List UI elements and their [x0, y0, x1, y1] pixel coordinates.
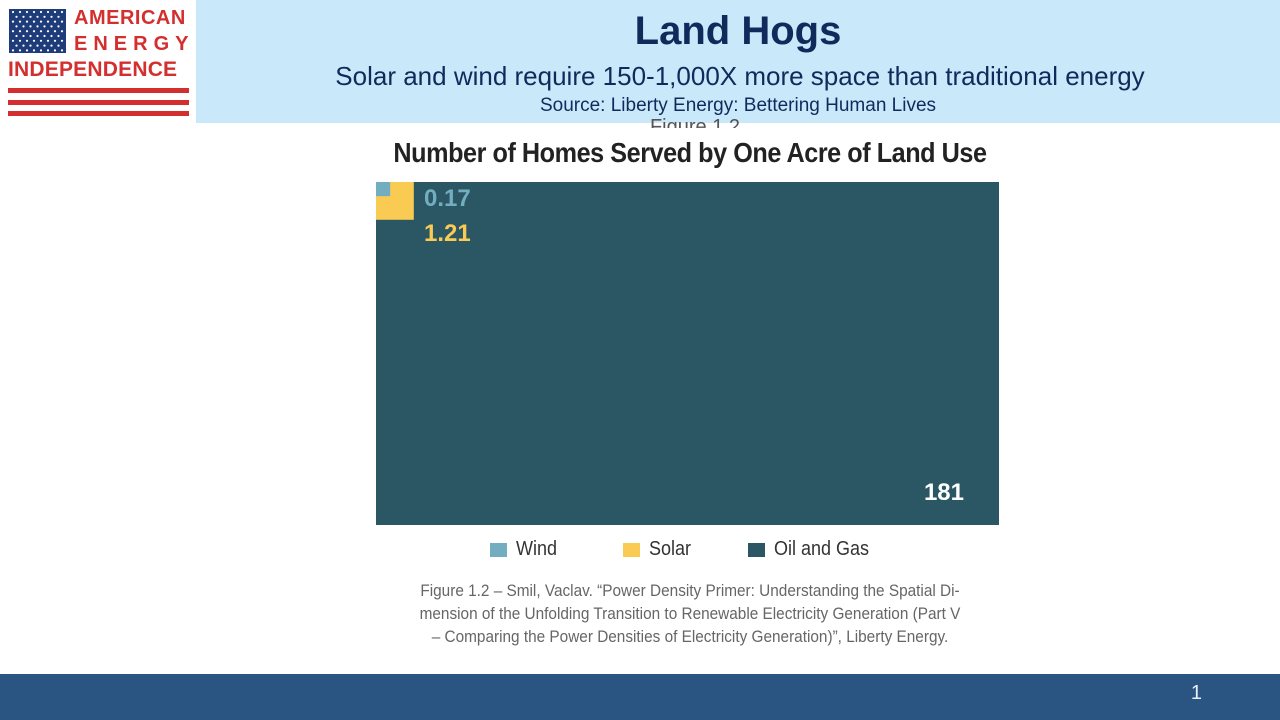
- company-logo: AMERICAN ENERGY INDEPENDENCE: [0, 0, 196, 122]
- legend-swatch-solar: [623, 542, 640, 557]
- value-label-wind: 0.17: [424, 185, 471, 212]
- slide-title: Land Hogs: [634, 9, 842, 53]
- logo-text-american: AMERICAN: [74, 7, 186, 29]
- area-comparison-chart: 0.17 1.21 181: [376, 182, 999, 525]
- figure-label: Figure 1.2: [620, 108, 770, 128]
- legend-label-solar: Solar: [649, 538, 692, 560]
- value-label-oil-and-gas: 181: [924, 479, 964, 506]
- page-number: 1: [1190, 682, 1202, 704]
- area-oil-and-gas: [376, 182, 999, 525]
- chart-title: Number of Homes Served by One Acre of La…: [393, 137, 987, 168]
- caption-line: – Comparing the Power Densities of Elect…: [431, 628, 949, 646]
- slide-subtitle: Solar and wind require 150-1,000X more s…: [335, 61, 1145, 91]
- legend-label-wind: Wind: [516, 538, 558, 560]
- logo-stripe: [8, 100, 189, 105]
- legend-item-wind: Wind: [490, 538, 562, 561]
- caption-line: Figure 1.2 – Smil, Vaclav. “Power Densit…: [420, 582, 960, 600]
- source-note: Source: Liberty Energy: Bettering Human …: [539, 95, 937, 116]
- legend-label-oil-and-gas: Oil and Gas: [774, 538, 870, 560]
- logo-text-energy: ENERGY: [74, 33, 195, 55]
- figure-caption: Figure 1.2 – Smil, Vaclav. “Power Densit…: [402, 580, 979, 649]
- area-wind: [376, 182, 391, 197]
- value-label-solar: 1.21: [424, 220, 471, 247]
- slide-header: Land Hogs Solar and wind require 150-1,0…: [196, 0, 1280, 123]
- logo-stripe: [8, 111, 189, 116]
- slide-footer: 1: [0, 674, 1280, 720]
- caption-line: mension of the Unfolding Transition to R…: [419, 605, 961, 623]
- legend-item-oil-and-gas: Oil and Gas: [748, 538, 880, 561]
- legend-swatch-oil-and-gas: [748, 542, 765, 557]
- legend-swatch-wind: [490, 542, 507, 557]
- figure-label-text: Figure 1.2: [649, 116, 741, 128]
- logo-text-independence: INDEPENDENCE: [8, 58, 178, 81]
- logo-stripe: [8, 88, 189, 93]
- american-flag-icon: [9, 9, 66, 53]
- flag-stars: [11, 10, 64, 52]
- legend-item-solar: Solar: [623, 538, 696, 561]
